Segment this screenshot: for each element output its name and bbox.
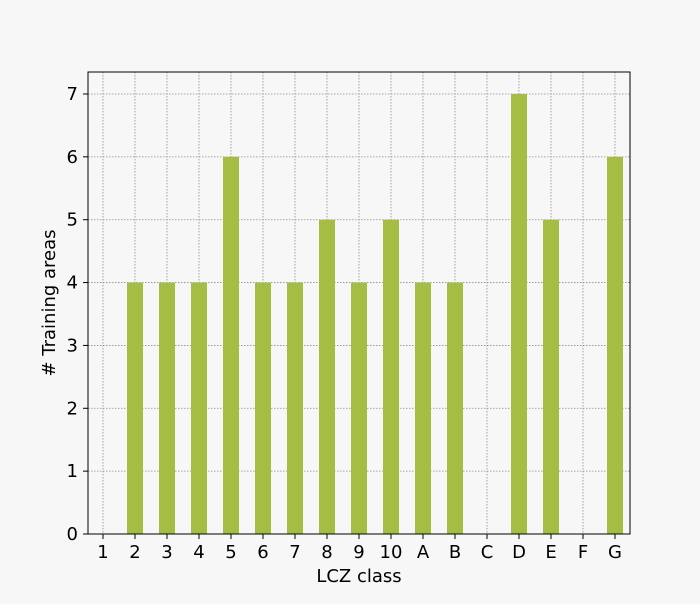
x-tick-label: 1 <box>97 542 108 563</box>
y-tick-label: 7 <box>67 84 78 105</box>
y-tick-label: 4 <box>67 273 78 294</box>
bar-3 <box>159 282 175 534</box>
x-tick-label: A <box>417 542 430 563</box>
x-tick-label: 4 <box>193 542 204 563</box>
y-tick-label: 3 <box>67 335 78 356</box>
y-tick-label: 5 <box>67 210 78 231</box>
x-ticks: 1 2 3 4 5 6 7 8 9 10 A B C D E F G <box>97 534 622 563</box>
bar-9 <box>351 282 367 534</box>
x-tick-label: G <box>608 542 622 563</box>
y-tick-label: 1 <box>67 461 78 482</box>
x-tick-label: 9 <box>353 542 364 563</box>
x-tick-label: E <box>545 542 556 563</box>
x-tick-label: F <box>578 542 588 563</box>
bar-2 <box>127 282 143 534</box>
x-tick-label: 8 <box>321 542 332 563</box>
x-tick-label: B <box>449 542 461 563</box>
x-tick-label: 2 <box>129 542 140 563</box>
bar-E <box>543 219 559 534</box>
bar-A <box>415 282 431 534</box>
bar-6 <box>255 282 271 534</box>
bar-8 <box>319 219 335 534</box>
bar-4 <box>191 282 207 534</box>
bar-D <box>511 94 527 534</box>
y-tick-label: 0 <box>67 524 78 545</box>
x-tick-label: D <box>512 542 526 563</box>
bar-10 <box>383 219 399 534</box>
x-tick-label: 10 <box>380 542 403 563</box>
y-axis-label: # Training areas <box>39 229 60 376</box>
x-tick-label: 5 <box>225 542 236 563</box>
bar-5 <box>223 156 239 534</box>
bar-G <box>607 156 623 534</box>
y-ticks: 0 1 2 3 4 5 6 7 <box>67 84 88 545</box>
x-tick-label: 6 <box>257 542 268 563</box>
bar-7 <box>287 282 303 534</box>
x-tick-label: C <box>481 542 494 563</box>
y-tick-label: 2 <box>67 398 78 419</box>
x-tick-label: 7 <box>289 542 300 563</box>
bars <box>127 94 623 534</box>
x-axis-label: LCZ class <box>316 566 401 587</box>
x-tick-label: 3 <box>161 542 172 563</box>
y-tick-label: 6 <box>67 147 78 168</box>
bar-B <box>447 282 463 534</box>
